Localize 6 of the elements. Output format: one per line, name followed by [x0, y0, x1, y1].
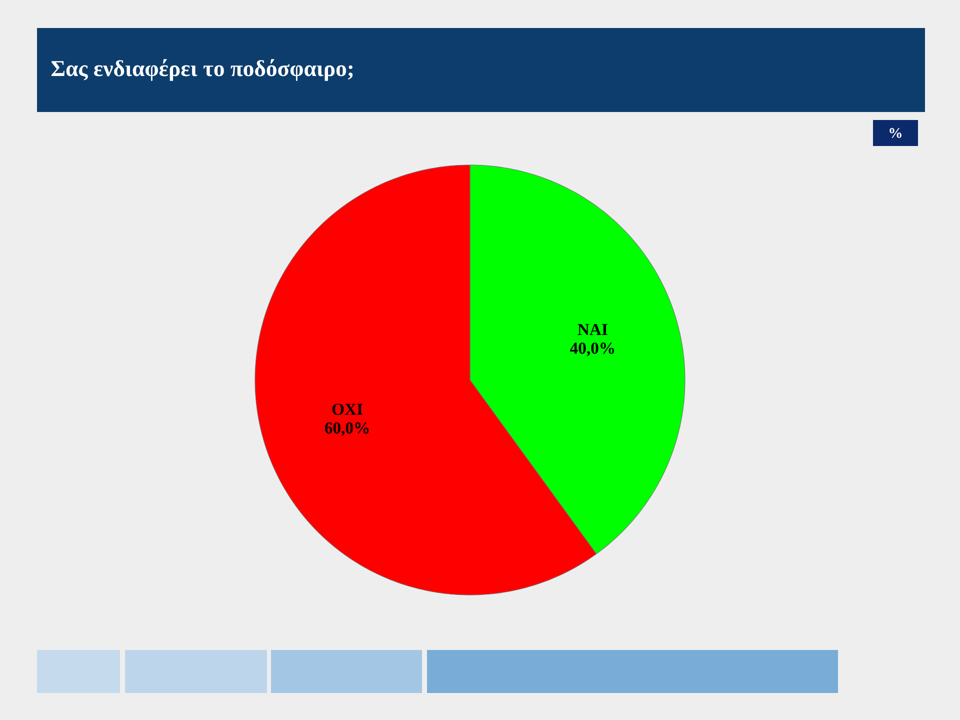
slice-label: ΝΑΙ [578, 324, 608, 336]
slice-label: ΟΧΙ [332, 404, 363, 415]
data-label: 60,0% [324, 422, 369, 436]
text: % [890, 128, 902, 138]
data-label: 40,0% [570, 342, 614, 356]
chart-title: Σας ενδιαφέρει το ποδόσφαιρο; [51, 59, 353, 81]
